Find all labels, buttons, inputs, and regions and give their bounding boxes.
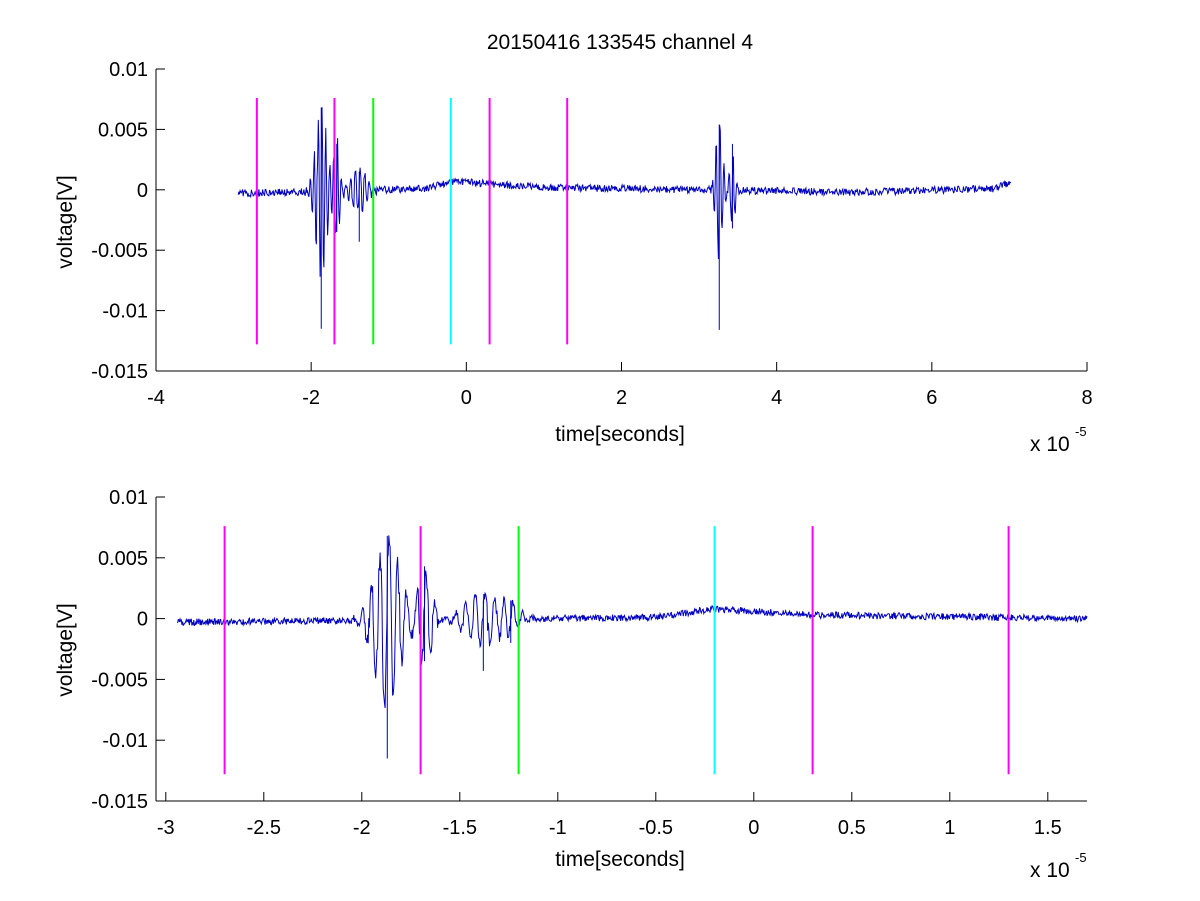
figure-title: 20150416 133545 channel 4 bbox=[487, 31, 754, 54]
top-chart-axes: -4 -2 0 2 4 6 8 0.01 0.005 0 -0.005 -0.01 -0.015 bbox=[91, 59, 1092, 409]
bottom-chart-marks bbox=[177, 526, 1088, 775]
bottom-chart-y-tick-label: 0.005 bbox=[98, 548, 148, 570]
bottom-chart-y-tick-label: -0.005 bbox=[91, 669, 148, 691]
top-chart-y-tick-label: -0.01 bbox=[102, 301, 148, 323]
bottom-chart-axes: -3 -2.5 -2 -1.5 -1 -0.5 0 0.5 1 1.5 0.01 0.005 0 -0.0… bbox=[91, 487, 1087, 839]
top-chart-exponent-power: -5 bbox=[1075, 424, 1087, 439]
bottom-chart-y-tick-label: 0 bbox=[137, 609, 148, 631]
bottom-chart-xlabel: time[seconds] bbox=[555, 848, 685, 871]
bottom-chart-x-tick-label: 1 bbox=[944, 817, 955, 839]
top-chart-x-tick-label: 6 bbox=[926, 387, 937, 409]
bottom-chart-x-tick-label: -1.5 bbox=[443, 817, 477, 839]
top-chart-y-tick-label: 0.01 bbox=[109, 59, 148, 81]
bottom-chart-x-tick-label: -1 bbox=[549, 817, 567, 839]
top-chart-x-tick-label: 8 bbox=[1081, 387, 1092, 409]
top-chart-ylabel: voltage[V] bbox=[54, 175, 77, 268]
top-chart-x-tick-label: -2 bbox=[302, 387, 320, 409]
top-chart-y-tick-label: -0.005 bbox=[91, 240, 148, 262]
top-chart-exponent: x 10 bbox=[1030, 433, 1070, 456]
bottom-chart-x-tick-label: -2.5 bbox=[247, 817, 281, 839]
bottom-chart-x-tick-label: 0.5 bbox=[838, 817, 866, 839]
top-chart-y-tick-label: 0 bbox=[137, 180, 148, 202]
bottom-chart-signal-line bbox=[177, 535, 1088, 709]
bottom-chart-x-tick-label: -0.5 bbox=[639, 817, 673, 839]
bottom-chart-x-tick-label: 1.5 bbox=[1034, 817, 1062, 839]
top-chart-x-tick-label: 2 bbox=[616, 387, 627, 409]
bottom-chart-ylabel: voltage[V] bbox=[54, 603, 77, 696]
top-chart-y-tick-label: -0.015 bbox=[91, 361, 148, 383]
bottom-chart-exponent-power: -5 bbox=[1075, 850, 1087, 865]
bottom-chart-x-tick-label: 0 bbox=[748, 817, 759, 839]
top-chart-x-tick-label: 4 bbox=[771, 387, 782, 409]
bottom-chart-x-tick-label: -3 bbox=[157, 817, 175, 839]
top-chart-xlabel: time[seconds] bbox=[555, 423, 685, 446]
top-chart-x-tick-label: 0 bbox=[461, 387, 472, 409]
bottom-chart: -3 -2.5 -2 -1.5 -1 -0.5 0 0.5 1 1.5 0.01 0.005 0 -0.0… bbox=[54, 487, 1088, 882]
bottom-chart-exponent: x 10 bbox=[1030, 859, 1070, 882]
bottom-chart-x-tick-label: -2 bbox=[353, 817, 371, 839]
bottom-chart-y-tick-label: 0.01 bbox=[109, 487, 148, 509]
bottom-chart-y-tick-label: -0.015 bbox=[91, 791, 148, 813]
top-chart-x-tick-label: -4 bbox=[147, 387, 165, 409]
top-chart: -4 -2 0 2 4 6 8 0.01 0.005 0 -0.005 -0.01 -0.015 vol… bbox=[54, 59, 1093, 456]
top-chart-y-tick-label: 0.005 bbox=[98, 119, 148, 141]
bottom-chart-y-tick-label: -0.01 bbox=[102, 730, 148, 752]
top-chart-signal-line bbox=[237, 107, 1012, 277]
top-chart-marks bbox=[237, 97, 1012, 345]
